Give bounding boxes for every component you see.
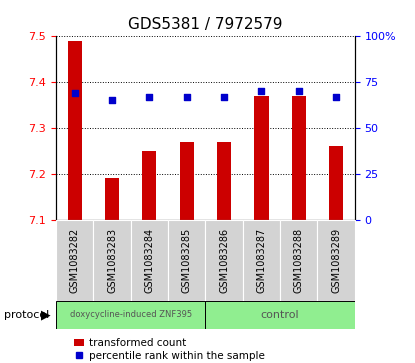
Bar <box>292 96 306 220</box>
Bar <box>68 41 82 220</box>
Point <box>295 88 302 94</box>
Bar <box>180 142 194 220</box>
Point <box>258 88 265 94</box>
Bar <box>205 220 243 301</box>
Text: doxycycline-induced ZNF395: doxycycline-induced ZNF395 <box>70 310 192 319</box>
Bar <box>168 220 205 301</box>
Text: GSM1083283: GSM1083283 <box>107 228 117 293</box>
Point <box>333 94 339 100</box>
Text: ▶: ▶ <box>41 309 51 321</box>
Legend: transformed count, percentile rank within the sample: transformed count, percentile rank withi… <box>70 334 269 363</box>
Text: GSM1083287: GSM1083287 <box>256 228 266 293</box>
Text: GSM1083282: GSM1083282 <box>70 228 80 293</box>
Text: GSM1083284: GSM1083284 <box>144 228 154 293</box>
Bar <box>329 146 343 220</box>
Text: GSM1083289: GSM1083289 <box>331 228 341 293</box>
Bar <box>56 220 93 301</box>
Text: protocol: protocol <box>4 310 49 320</box>
Point <box>183 94 190 100</box>
Point <box>146 94 153 100</box>
Bar <box>217 142 231 220</box>
Bar <box>56 301 205 329</box>
Title: GDS5381 / 7972579: GDS5381 / 7972579 <box>128 17 283 32</box>
Point <box>221 94 227 100</box>
Bar <box>142 151 156 220</box>
Text: GSM1083286: GSM1083286 <box>219 228 229 293</box>
Bar <box>205 301 355 329</box>
Text: GSM1083285: GSM1083285 <box>182 228 192 293</box>
Bar <box>131 220 168 301</box>
Bar <box>105 178 119 220</box>
Bar <box>280 220 317 301</box>
Bar <box>243 220 280 301</box>
Text: GSM1083288: GSM1083288 <box>294 228 304 293</box>
Point <box>109 98 115 103</box>
Point <box>71 90 78 96</box>
Bar <box>317 220 355 301</box>
Text: control: control <box>261 310 300 320</box>
Bar <box>93 220 131 301</box>
Bar <box>254 96 269 220</box>
